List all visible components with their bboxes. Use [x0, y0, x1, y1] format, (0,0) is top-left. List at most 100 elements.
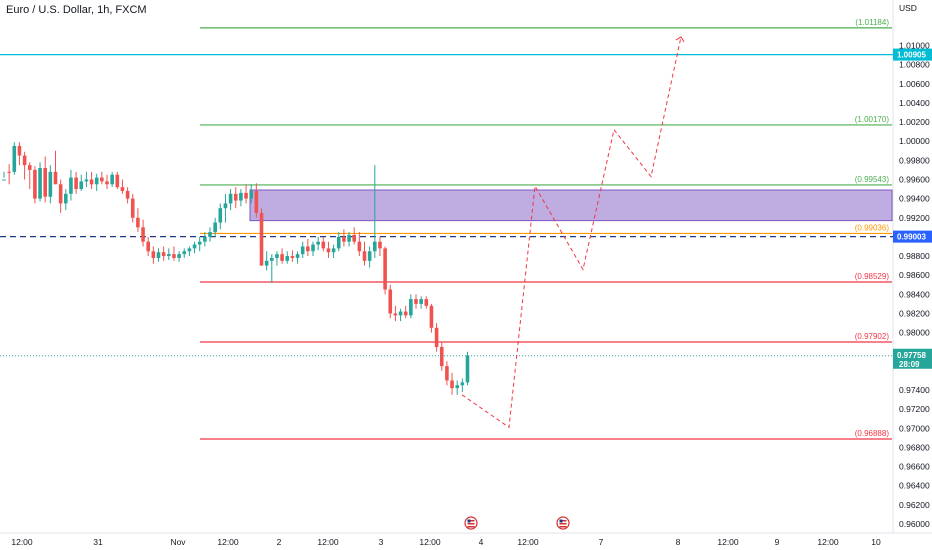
- x-tick-label: 12:00: [717, 537, 739, 547]
- candle-body: [367, 251, 372, 261]
- candle-body: [233, 193, 238, 201]
- candle-body: [115, 174, 120, 188]
- candle-body: [105, 181, 109, 185]
- candle-body: [342, 236, 346, 242]
- y-tick-label: 0.98400: [899, 289, 930, 299]
- candle-body: [58, 184, 63, 204]
- level-label: (1.00170): [855, 115, 890, 124]
- y-tick-label: 1.00800: [899, 60, 930, 70]
- candle-body: [17, 145, 22, 156]
- x-tick-label: 7: [599, 537, 604, 547]
- y-tick-label: 0.99800: [899, 155, 930, 165]
- candle-body: [264, 260, 269, 266]
- candle-body: [336, 236, 341, 249]
- projection-arrowhead: [675, 36, 685, 43]
- candle-body: [136, 217, 140, 228]
- x-tick-label: 4: [479, 537, 484, 547]
- x-tick-label: 31: [93, 537, 103, 547]
- x-tick-label: Nov: [170, 537, 186, 547]
- price-badge-text: 1.00905: [897, 51, 926, 60]
- candle-body: [203, 236, 207, 242]
- x-tick-label: 12:00: [317, 537, 339, 547]
- candle-body: [146, 241, 150, 252]
- candle-body: [213, 222, 217, 233]
- flag-stripe: [467, 526, 475, 528]
- candle-body: [192, 244, 197, 249]
- flag-canton: [467, 519, 471, 523]
- level-label: (0.98529): [855, 272, 890, 281]
- x-tick-label: 12:00: [817, 537, 839, 547]
- candle-body: [7, 171, 11, 173]
- candle-body: [316, 241, 320, 245]
- candle-body: [22, 155, 27, 166]
- candle-body: [244, 192, 248, 199]
- candle-body: [197, 241, 202, 245]
- candle-body: [290, 256, 295, 258]
- flag-stripe: [467, 520, 475, 522]
- candle-body: [403, 311, 408, 316]
- x-tick-label: 9: [775, 537, 780, 547]
- candle-body: [208, 232, 212, 237]
- candle-body: [326, 248, 331, 253]
- candle-body: [306, 246, 310, 252]
- candle-body: [450, 380, 454, 389]
- candle-body: [84, 179, 89, 182]
- candle-body: [398, 311, 403, 316]
- candle-body: [429, 305, 434, 328]
- price-badge: [893, 48, 932, 61]
- price-badge-text: 0.99003: [897, 233, 926, 242]
- projection-path[interactable]: [461, 36, 682, 429]
- candle-body: [74, 177, 78, 190]
- candle-body: [357, 241, 362, 252]
- candle-body: [249, 190, 253, 199]
- candle-body: [100, 177, 104, 182]
- y-tick-label: 1.00000: [899, 136, 930, 146]
- candle-body: [43, 167, 47, 197]
- candle-body: [311, 244, 315, 252]
- y-tick-label: 0.99600: [899, 174, 930, 184]
- y-tick-label: 0.96200: [899, 500, 930, 510]
- flag-stripe: [559, 520, 567, 522]
- flag-stripe: [559, 523, 567, 525]
- candle-body: [110, 174, 114, 185]
- candle-body: [239, 192, 243, 201]
- candle-body: [94, 177, 99, 185]
- flag-canton: [559, 519, 563, 523]
- x-tick-label: 3: [379, 537, 384, 547]
- candle-body: [445, 366, 449, 381]
- candle-body: [434, 327, 439, 347]
- y-tick-label: 1.01000: [899, 41, 930, 51]
- resistance-zone[interactable]: [249, 189, 893, 222]
- current-price-text: 0.97758: [897, 351, 926, 360]
- candle-body: [285, 256, 290, 261]
- candle-body: [228, 193, 233, 204]
- y-tick-label: 0.96600: [899, 462, 930, 472]
- flag-stripe: [559, 526, 567, 528]
- candle-body: [275, 254, 279, 258]
- candle-body: [12, 145, 17, 172]
- candle-body: [151, 251, 156, 258]
- candle-body: [259, 212, 264, 266]
- candle-body: [156, 252, 161, 258]
- candle-body: [331, 248, 336, 253]
- candle-body: [64, 193, 68, 204]
- y-tick-label: 0.98600: [899, 270, 930, 280]
- candle-body: [48, 171, 53, 197]
- x-tick-label: 8: [676, 537, 681, 547]
- x-tick-label: 10: [871, 537, 881, 547]
- y-tick-label: 0.96800: [899, 442, 930, 452]
- candle-body: [419, 299, 423, 304]
- candle-body: [27, 165, 32, 170]
- candle-body: [460, 382, 465, 386]
- candle-body: [373, 241, 377, 252]
- y-tick-label: 0.97200: [899, 404, 930, 414]
- candle-body: [383, 248, 387, 290]
- countdown-text: 28:09: [899, 360, 920, 369]
- candle-body: [38, 167, 42, 199]
- candle-body: [465, 355, 470, 383]
- candle-body: [393, 313, 398, 316]
- y-tick-label: 1.00200: [899, 117, 930, 127]
- candle-body: [254, 190, 259, 213]
- flag-stripe: [467, 523, 475, 525]
